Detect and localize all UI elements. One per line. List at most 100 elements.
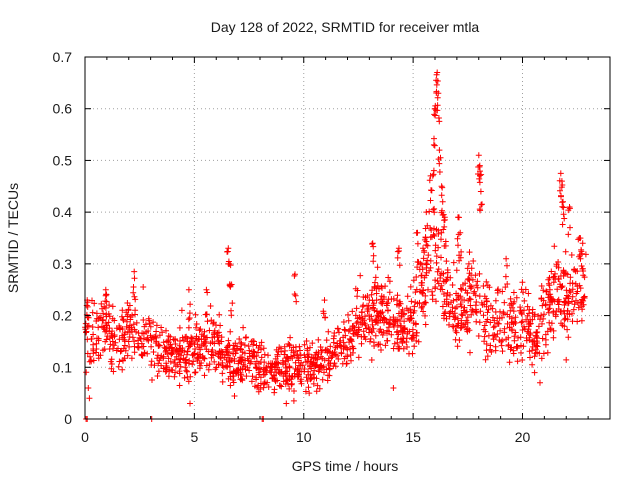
data-point [130,289,137,296]
data-point [226,359,233,366]
data-point [90,331,97,338]
data-point [440,270,447,277]
data-point [180,337,187,344]
data-point [376,285,382,292]
data-point [172,356,178,363]
data-point [198,342,205,349]
data-point [154,373,161,379]
data-point [485,332,492,339]
data-point [407,283,414,290]
data-point [187,400,193,407]
data-point [140,284,147,290]
data-point [95,324,102,331]
data-point [310,371,317,378]
data-point [98,300,105,307]
data-point [115,363,122,370]
data-point [253,342,260,349]
data-point [307,344,313,351]
data-point [320,310,327,317]
data-point [282,381,289,388]
data-point [379,298,386,305]
data-point [97,314,104,321]
data-point [440,226,447,233]
data-point [323,337,330,344]
data-point [176,342,183,349]
data-point [143,329,150,336]
data-point [272,378,279,385]
data-point [274,351,281,358]
data-point [145,315,152,322]
data-point [427,257,434,264]
data-point [579,240,586,247]
data-point [126,302,133,309]
data-point [215,361,222,368]
data-point [430,231,437,238]
data-point [457,301,464,308]
data-point [536,350,543,357]
data-point [424,242,431,249]
data-point [248,378,255,385]
data-point [487,319,494,326]
data-point [539,302,546,309]
data-point [84,323,91,330]
data-point [535,323,542,330]
data-point [248,358,255,365]
data-point [249,373,256,380]
data-point [378,310,385,317]
data-point [428,227,435,233]
data-point [183,333,190,340]
data-point [466,283,473,290]
data-point [302,388,309,395]
data-point [469,308,476,314]
data-point [378,347,384,353]
data-point [501,299,508,306]
data-point [227,328,234,335]
data-point [286,364,293,371]
data-point [543,288,550,295]
data-point [184,351,190,358]
data-point [575,304,582,311]
grid-lines [85,57,610,419]
data-point [131,349,138,356]
data-point [131,343,138,350]
data-point [365,306,372,313]
data-point [226,369,233,376]
data-point [283,377,290,384]
data-point [542,331,549,338]
data-point [432,247,439,254]
data-point [507,295,514,302]
data-point [510,289,517,296]
data-point [494,315,501,322]
data-point [188,335,195,342]
data-point [546,274,553,281]
data-point [522,286,529,293]
data-point [386,278,393,285]
data-point [292,359,299,366]
data-point [386,320,393,327]
data-point [471,288,478,295]
data-point [420,308,427,315]
data-point [187,301,194,308]
data-point [326,365,333,372]
data-point [140,335,147,342]
data-point [359,303,366,310]
data-point [398,322,405,329]
data-point [303,338,310,344]
data-point [290,349,297,356]
data-point [231,393,238,399]
data-point [562,315,569,322]
data-point [562,248,569,255]
data-point [205,348,212,355]
data-point [89,324,96,330]
data-point [468,311,475,318]
data-point [565,334,572,341]
data-point [258,354,265,361]
data-point [578,299,585,306]
data-point [304,347,311,354]
data-point [413,274,420,280]
data-point [476,175,483,182]
data-point [567,224,573,231]
data-point [366,297,373,304]
data-point [559,221,566,228]
y-axis-label: SRMTID / TECUs [5,183,21,293]
